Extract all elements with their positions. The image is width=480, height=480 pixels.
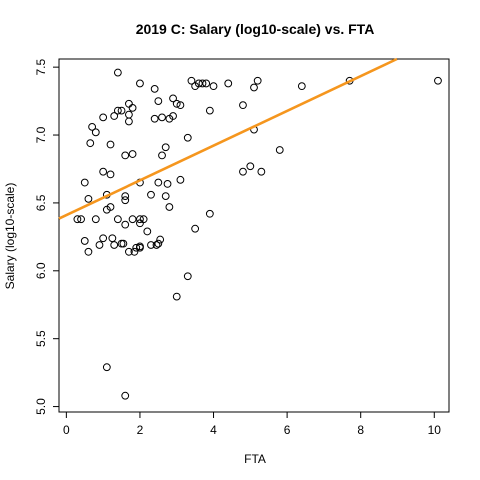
data-point [225,80,232,87]
data-points [74,69,441,399]
data-point [159,152,166,159]
y-axis: 5.0 5.5 6.0 6.5 7.0 7.5 [34,58,59,414]
x-axis-label: FTA [244,452,266,466]
x-tick-label: 6 [284,423,291,437]
data-point [240,168,247,175]
data-point [81,179,88,186]
chart-title: 2019 C: Salary (log10-scale) vs. FTA [136,21,375,37]
data-point [155,240,162,247]
data-point [206,107,213,114]
data-point [157,236,164,243]
y-axis-label: Salary (log10-scale) [3,183,17,290]
data-point [148,191,155,198]
data-point [100,168,107,175]
plot-frame [59,59,449,412]
data-point [126,111,133,118]
x-tick-label: 10 [428,423,442,437]
data-point [126,100,133,107]
data-point [159,114,166,121]
data-point [107,171,114,178]
data-point [210,83,217,90]
data-point [109,235,116,242]
data-point [298,83,305,90]
data-point [96,242,103,249]
data-point [100,114,107,121]
data-point [206,210,213,217]
data-point [81,238,88,245]
data-point [92,216,99,223]
regression-line [59,59,397,219]
data-point [162,144,169,151]
data-point [258,168,265,175]
data-point [87,140,94,147]
data-point [151,85,158,92]
y-tick-label: 5.0 [34,398,48,415]
data-point [247,163,254,170]
data-point [114,69,121,76]
data-point [129,104,136,111]
x-tick-label: 8 [357,423,364,437]
data-point [155,179,162,186]
data-point [137,220,144,227]
data-point [129,151,136,158]
data-point [111,242,118,249]
x-tick-label: 0 [63,423,70,437]
regression-line-group [59,59,397,219]
data-point [126,118,133,125]
x-tick-label: 4 [210,423,217,437]
data-point [184,273,191,280]
y-tick-label: 7.5 [34,58,48,75]
data-point [435,77,442,84]
data-point [166,204,173,211]
y-tick-label: 6.0 [34,262,48,279]
data-point [122,221,129,228]
y-tick-label: 5.5 [34,330,48,347]
data-point [184,134,191,141]
x-axis: 0 2 4 6 8 10 [63,412,441,437]
y-tick-label: 6.5 [34,194,48,211]
data-point [100,235,107,242]
data-point [85,248,92,255]
data-point [85,195,92,202]
data-point [92,129,99,136]
data-point [162,193,169,200]
data-point [276,147,283,154]
x-tick-label: 2 [137,423,144,437]
data-point [251,84,258,91]
data-point [240,102,247,109]
data-point [192,225,199,232]
data-point [144,228,151,235]
data-point [137,80,144,87]
data-point [254,77,261,84]
data-point [122,152,129,159]
data-point [151,115,158,122]
data-point [177,176,184,183]
data-point [122,197,129,204]
data-point [155,98,162,105]
data-point [173,293,180,300]
data-point [129,216,136,223]
y-tick-label: 7.0 [34,126,48,143]
data-point [103,364,110,371]
data-point [164,181,171,188]
data-point [114,216,121,223]
data-point [122,392,129,399]
data-point [107,141,114,148]
